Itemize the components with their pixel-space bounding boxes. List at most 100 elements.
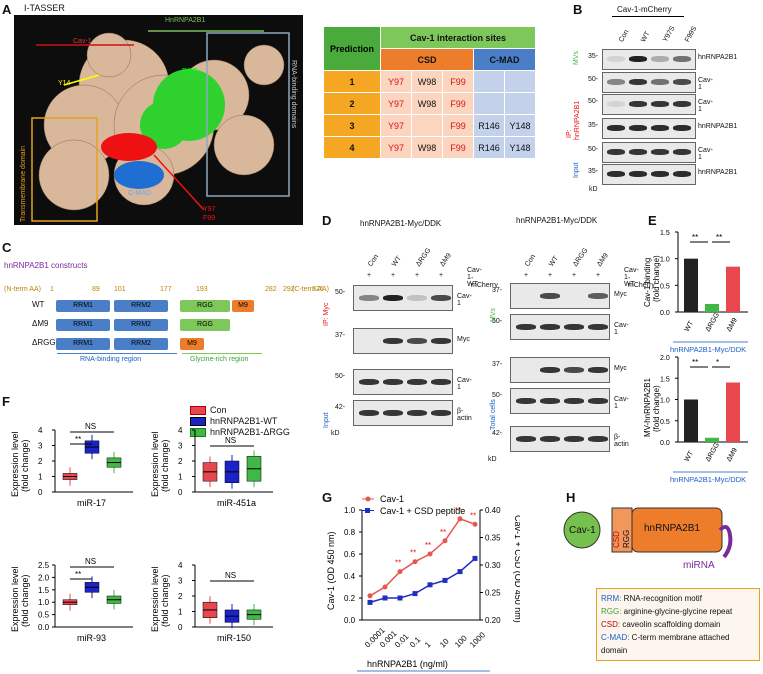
f-tick: 4 bbox=[178, 561, 183, 570]
panelb-title: Cav-1-mCherry bbox=[617, 5, 672, 14]
d-plus: + bbox=[367, 272, 372, 279]
b-marker: 35- bbox=[588, 53, 599, 60]
d-row-label: Myc bbox=[614, 291, 627, 298]
site-cell bbox=[473, 70, 505, 93]
g-legend: Cav-1 + CSD peptide bbox=[380, 506, 465, 516]
panel-a-label: A bbox=[2, 2, 12, 17]
e-tick: 2.0 bbox=[660, 355, 670, 362]
d-band bbox=[588, 436, 608, 442]
g-xtick: 1000 bbox=[468, 630, 487, 649]
domain-box: M9 bbox=[180, 338, 204, 350]
d-band bbox=[383, 338, 403, 344]
b-band bbox=[673, 101, 691, 107]
domain-box: RRM2 bbox=[114, 300, 168, 312]
f-title: miR-150 bbox=[217, 633, 251, 643]
d-cav-row2: -mCherry bbox=[628, 275, 655, 289]
d-band bbox=[516, 398, 536, 404]
prediction-row: 3 Y97 F99 R146 Y148 bbox=[323, 114, 536, 137]
g-point bbox=[427, 551, 433, 557]
panelc-title: hnRNPA2B1 constructs bbox=[4, 261, 88, 270]
d-band bbox=[588, 324, 608, 330]
b-marker: 35- bbox=[588, 122, 599, 129]
d-band bbox=[407, 410, 427, 416]
e-bar bbox=[684, 399, 698, 442]
f-ylabel2: (fold change) bbox=[160, 574, 170, 627]
b-band bbox=[651, 56, 669, 62]
cmad-label: C-MAD bbox=[128, 190, 151, 197]
d-band bbox=[540, 324, 560, 330]
d-side-label: Input bbox=[323, 412, 330, 428]
site-cell: F99 bbox=[442, 114, 474, 137]
site-cell: W98 bbox=[411, 136, 443, 159]
head-prediction: Prediction bbox=[323, 26, 381, 71]
g-series-line bbox=[369, 517, 476, 597]
e-cat: WT bbox=[684, 319, 696, 333]
prediction-number: 4 bbox=[323, 136, 381, 159]
domain-box: RGG bbox=[180, 300, 230, 312]
b-band bbox=[607, 125, 625, 131]
g-point bbox=[472, 521, 478, 527]
b-band bbox=[607, 149, 625, 155]
d-row-label: Myc bbox=[614, 365, 627, 372]
b-band bbox=[651, 101, 669, 107]
head-sites: Cav-1 interaction sites bbox=[380, 26, 536, 49]
d-marker: 42- bbox=[335, 404, 346, 411]
d-lane-label: ΔM9 bbox=[596, 252, 610, 269]
d-band bbox=[516, 436, 536, 442]
b-row-label: hnRNPA2B1 bbox=[698, 169, 738, 176]
f-tick: 4 bbox=[38, 426, 43, 435]
d-title-right: hnRNPA2B1-Myc/DDK bbox=[516, 216, 598, 225]
f-sig: NS bbox=[85, 557, 96, 566]
f-tick: 1.0 bbox=[38, 598, 50, 607]
e-bar bbox=[726, 266, 740, 312]
b-ip: IP: bbox=[566, 129, 573, 138]
construct-name: ΔRGG bbox=[32, 338, 56, 347]
f-tick: 2.5 bbox=[38, 561, 50, 570]
g-ltick: 0.0 bbox=[344, 616, 356, 625]
f99-label: F99 bbox=[203, 215, 216, 222]
d-blot bbox=[353, 285, 453, 311]
f-ylabel2: (fold change) bbox=[160, 439, 170, 492]
g-point bbox=[442, 577, 448, 583]
g-xtick: 100 bbox=[453, 633, 469, 649]
g-star: ** bbox=[470, 511, 476, 520]
e-footer: hnRNPA2B1-Myc/DDK bbox=[670, 345, 746, 354]
f-legend: Con hnRNPA2B1-WT hnRNPA2B1-ΔRGG bbox=[190, 405, 290, 438]
b-marker: 35- bbox=[588, 168, 599, 175]
h-cav1: Cav-1 bbox=[569, 525, 596, 536]
b-kd: kD bbox=[589, 186, 598, 193]
d-plus: + bbox=[548, 272, 553, 279]
d-band bbox=[540, 398, 560, 404]
d-row-label: Cav-1 bbox=[457, 293, 472, 307]
b-band bbox=[651, 171, 669, 177]
b-marker: 50- bbox=[588, 98, 599, 105]
d-kd: kD bbox=[331, 430, 340, 437]
panel-c-label: C bbox=[2, 240, 12, 255]
g-point bbox=[412, 591, 418, 597]
b-lane-label: F99S bbox=[684, 25, 699, 44]
site-cell: Y148 bbox=[504, 136, 536, 159]
d-lane-label: ΔM9 bbox=[439, 252, 453, 269]
d-band bbox=[431, 338, 451, 344]
d-plus: + bbox=[439, 272, 444, 279]
panel-f-label: F bbox=[2, 394, 10, 409]
e-tick: 1.5 bbox=[660, 230, 670, 237]
d-band bbox=[564, 436, 584, 442]
g-point bbox=[397, 569, 403, 575]
g-star: ** bbox=[455, 506, 461, 515]
b-band bbox=[651, 79, 669, 85]
prediction-row: 4 Y97 W98 F99 R146 Y148 bbox=[323, 136, 536, 159]
csd-label: CSD bbox=[112, 142, 127, 149]
site-cell: Y97 bbox=[380, 92, 412, 115]
d-blot bbox=[510, 426, 610, 452]
e-sig: ** bbox=[692, 358, 698, 367]
g-point bbox=[457, 569, 463, 575]
b-row-label: Cav-1 bbox=[698, 147, 713, 161]
d-band bbox=[407, 295, 427, 301]
cterm: (C-term AA) bbox=[292, 286, 329, 293]
legend-wt: hnRNPA2B1-WT bbox=[190, 416, 290, 427]
f-ylabel: Expression level bbox=[10, 566, 20, 632]
d-side-label: Total cells bbox=[490, 399, 497, 430]
b-blot bbox=[602, 72, 696, 93]
